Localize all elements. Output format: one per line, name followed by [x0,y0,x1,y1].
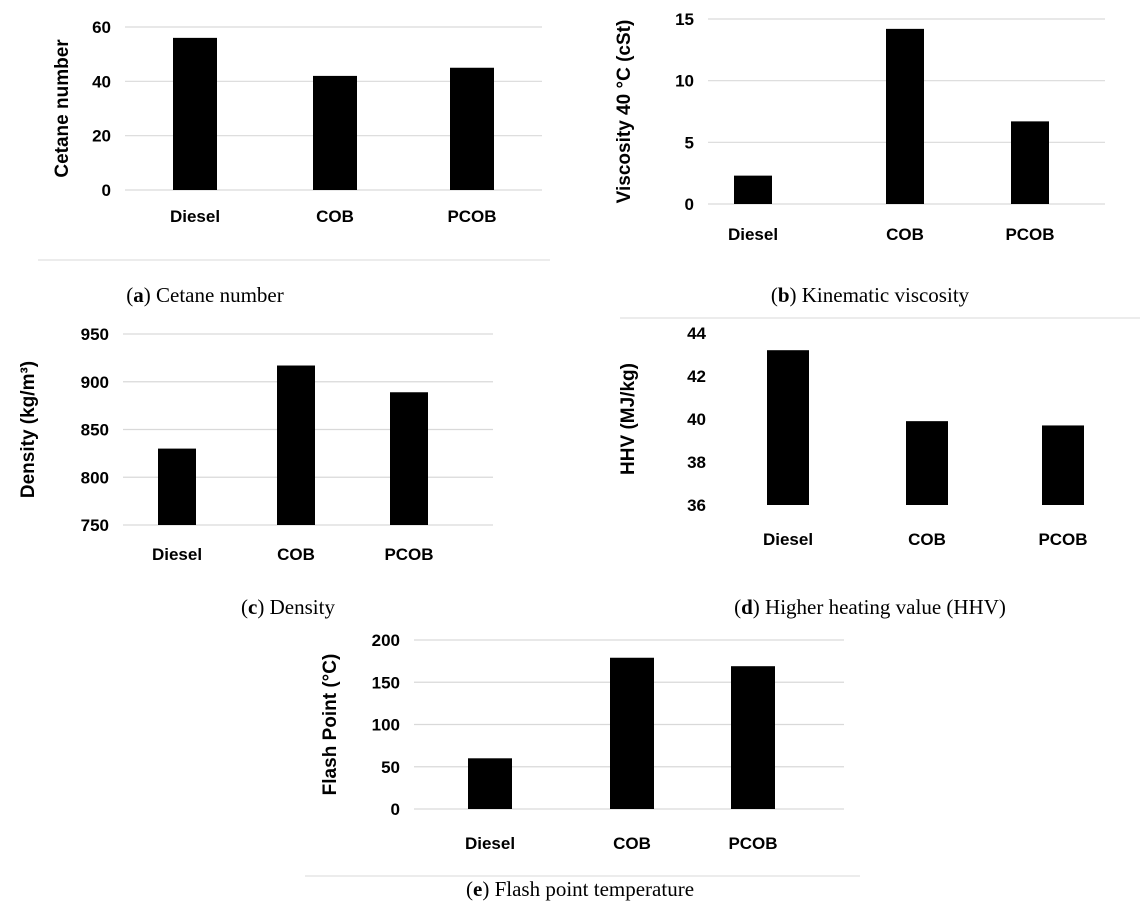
bar-cob [277,365,315,525]
x-category-label: Diesel [465,834,515,853]
bar-cob [906,421,948,505]
chart-panel-e: 0 50 100 150 200 Diesel COB PCOB Flash Point (°C… [305,631,860,901]
y-tick-label: 200 [372,631,400,650]
y-axis-label: Cetane number [52,39,73,178]
y-axis-label: Flash Point (°C) [320,654,341,796]
x-category-label: PCOB [728,834,777,853]
bar-diesel [767,350,809,505]
y-tick-label: 750 [81,516,109,535]
y-axis-label: HHV (MJ/kg) [618,363,639,475]
x-category-label: COB [316,207,354,226]
caption-text: Flash point temperature [489,877,694,901]
x-category-label: COB [613,834,651,853]
x-category-label: PCOB [447,207,496,226]
bar-diesel [734,175,772,204]
x-category-label: COB [886,225,924,244]
y-tick-label: 42 [687,367,706,386]
bar-pcob [1042,425,1084,505]
bar-cob [886,28,924,204]
panel-caption: (a) Cetane number [126,283,283,307]
x-category-label: Diesel [728,225,778,244]
y-tick-label: 60 [92,18,111,37]
x-category-label: PCOB [1038,530,1087,549]
x-category-label: Diesel [170,207,220,226]
caption-letter: e [473,877,482,901]
bar-pcob [1011,121,1049,204]
y-tick-label: 10 [675,72,694,91]
y-tick-label: 0 [685,195,694,214]
y-tick-label: 800 [81,468,109,487]
y-tick-label: 0 [391,800,400,819]
y-axis-label: Viscosity 40 °C (cSt) [614,20,635,204]
caption-text: Kinematic viscosity [797,283,970,307]
caption-letter: b [778,283,790,307]
chart-panel-c: 750 800 850 900 950 Diesel COB PCOB Density (kg/… [18,325,493,619]
y-tick-label: 15 [675,10,694,29]
y-axis-label: Density (kg/m³) [18,361,39,498]
y-tick-label: 100 [372,716,400,735]
y-tick-label: 50 [381,758,400,777]
y-tick-label: 36 [687,496,706,515]
bar-cob [313,75,357,190]
bar-pcob [450,67,494,190]
y-tick-label: 44 [687,324,706,343]
panel-caption: (e) Flash point temperature [466,877,694,901]
panel-caption: (b) Kinematic viscosity [771,283,970,307]
y-tick-label: 0 [102,181,111,200]
bar-pcob [731,666,775,809]
x-category-label: PCOB [384,545,433,564]
x-category-label: COB [277,545,315,564]
caption-letter: d [741,595,753,619]
x-category-label: PCOB [1005,225,1054,244]
y-tick-label: 20 [92,127,111,146]
y-tick-label: 900 [81,373,109,392]
y-tick-label: 40 [687,410,706,429]
bar-diesel [468,758,512,809]
y-tick-label: 850 [81,421,109,440]
bar-pcob [390,392,428,525]
chart-panel-b: 0 5 10 15 Diesel COB PCOB Viscosity 40 °C (cSt)… [614,10,1105,307]
panel-caption: (c) Density [241,595,335,619]
bar-diesel [173,37,217,190]
bar-cob [610,657,654,809]
y-tick-label: 40 [92,72,111,91]
x-category-label: Diesel [763,530,813,549]
y-tick-label: 5 [685,133,694,152]
y-tick-label: 150 [372,673,400,692]
caption-text: Higher heating value (HHV) [760,595,1006,619]
caption-letter: c [248,595,257,619]
bar-diesel [158,448,196,525]
x-category-label: COB [908,530,946,549]
caption-text: Cetane number [151,283,284,307]
x-category-label: Diesel [152,545,202,564]
y-tick-label: 38 [687,453,706,472]
y-tick-label: 950 [81,325,109,344]
caption-text: Density [264,595,335,619]
panel-caption: (d) Higher heating value (HHV) [734,595,1006,619]
chart-panel-d: 36 38 40 42 44 Diesel COB PCOB HHV (MJ/kg) (d) Hi… [618,317,1140,619]
caption-letter: a [133,283,144,307]
